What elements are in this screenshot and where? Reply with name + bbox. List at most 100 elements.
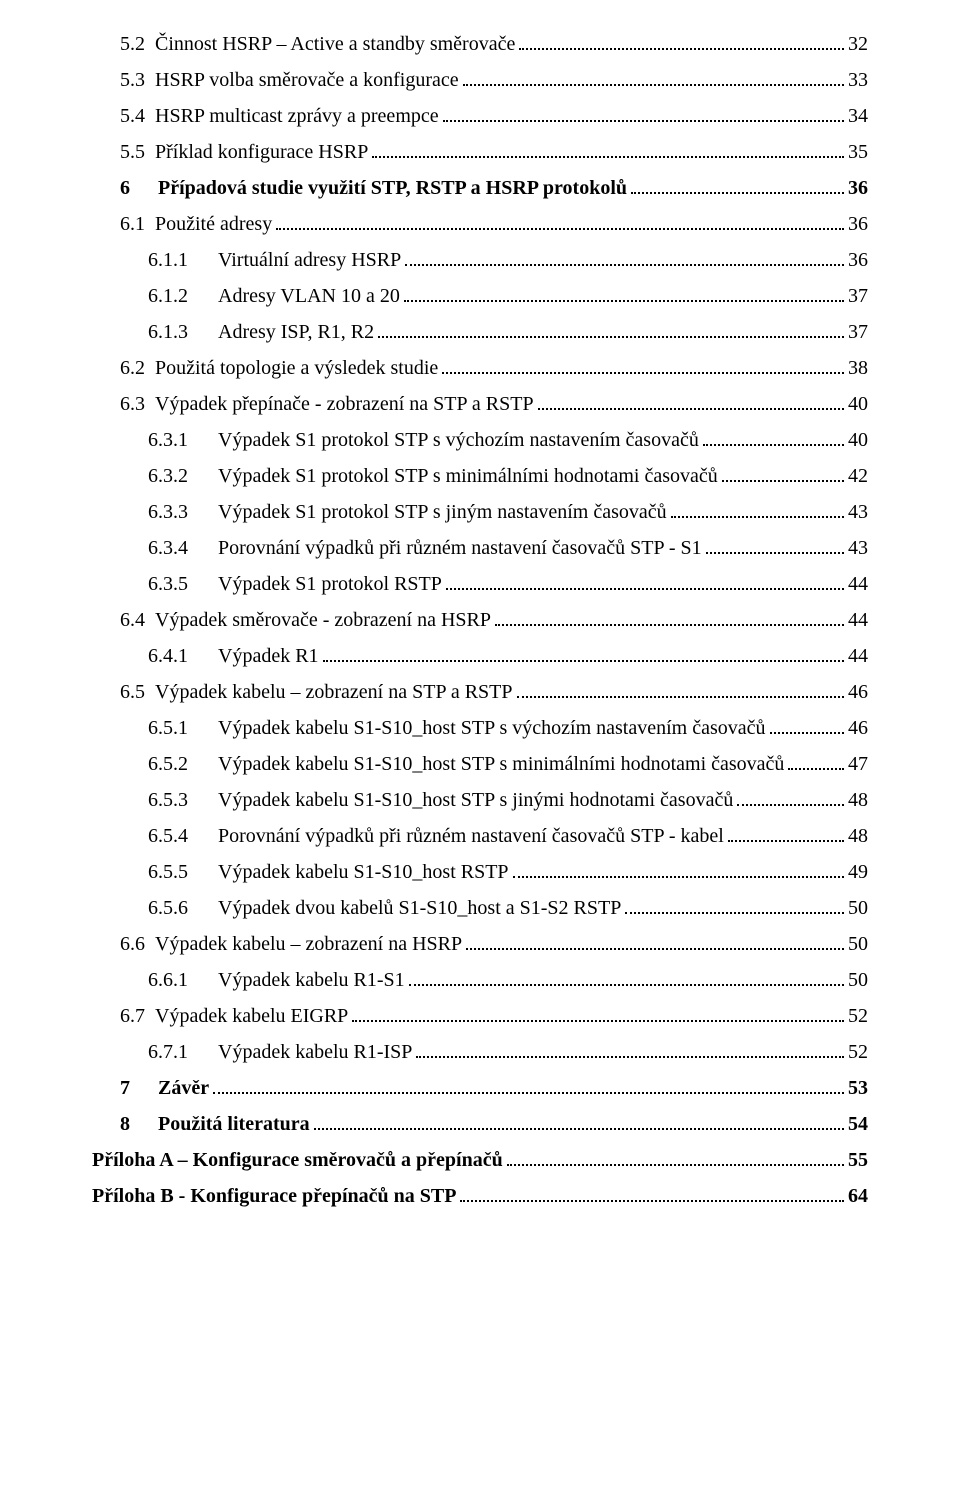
- toc-entry-leader-dots: [728, 824, 844, 842]
- toc-entry-page: 52: [848, 1005, 868, 1028]
- toc-entry-number: 6.7: [120, 1005, 145, 1028]
- toc-entry-title: Výpadek S1 protokol RSTP: [218, 573, 442, 596]
- toc-entry-leader-dots: [722, 464, 844, 482]
- toc-entry-page: 55: [848, 1149, 868, 1172]
- toc-entry: 6.5.4Porovnání výpadků při různém nastav…: [148, 824, 868, 848]
- toc-entry-title: HSRP volba směrovače a konfigurace: [155, 69, 459, 92]
- toc-entry-page: 35: [848, 141, 868, 164]
- toc-entry-leader-dots: [276, 212, 844, 230]
- toc-entry-number: 6.5.5: [148, 861, 188, 884]
- toc-entry-leader-dots: [404, 284, 844, 302]
- toc-entry-number: 6.7.1: [148, 1041, 188, 1064]
- toc-entry-page: 37: [848, 321, 868, 344]
- toc-entry-title: Příklad konfigurace HSRP: [155, 141, 368, 164]
- toc-entry-number: 6.1.2: [148, 285, 188, 308]
- toc-entry-title: Výpadek kabelu R1-ISP: [218, 1041, 412, 1064]
- toc-entry: 6.5.6Výpadek dvou kabelů S1-S10_host a S…: [148, 896, 868, 920]
- toc-entry-title: Porovnání výpadků při různém nastavení č…: [218, 825, 724, 848]
- toc-entry-page: 47: [848, 753, 868, 776]
- table-of-contents: 5.2Činnost HSRP – Active a standby směro…: [92, 32, 868, 1208]
- toc-entry: 6.5.2Výpadek kabelu S1-S10_host STP s mi…: [148, 752, 868, 776]
- toc-entry-number: 6.3: [120, 393, 145, 416]
- toc-entry: 5.2Činnost HSRP – Active a standby směro…: [120, 32, 868, 56]
- toc-entry-number: 6.3.2: [148, 465, 188, 488]
- toc-entry-title: Adresy VLAN 10 a 20: [218, 285, 400, 308]
- toc-entry: 6.6Výpadek kabelu – zobrazení na HSRP50: [120, 932, 868, 956]
- toc-entry-title: Výpadek dvou kabelů S1-S10_host a S1-S2 …: [218, 897, 621, 920]
- toc-entry-number: 6.3.3: [148, 501, 188, 524]
- toc-entry: 6.3 Výpadek přepínače - zobrazení na STP …: [120, 392, 868, 416]
- toc-entry: 6.1.1 Virtuální adresy HSRP 36: [148, 248, 868, 272]
- toc-entry-number: 6.5: [120, 681, 145, 704]
- toc-entry: 6.6.1Výpadek kabelu R1-S150: [148, 968, 868, 992]
- toc-entry: 6.1.2 Adresy VLAN 10 a 20 37: [148, 284, 868, 308]
- toc-entry-leader-dots: [443, 104, 844, 122]
- toc-entry-page: 50: [848, 969, 868, 992]
- toc-entry-leader-dots: [442, 356, 844, 374]
- toc-entry-number: 6.4: [120, 609, 145, 632]
- toc-entry-page: 54: [848, 1113, 868, 1136]
- toc-entry: 6.1Použité adresy36: [120, 212, 868, 236]
- toc-entry: 6.3.1Výpadek S1 protokol STP s výchozím …: [148, 428, 868, 452]
- toc-entry-leader-dots: [466, 932, 844, 950]
- toc-entry-number: 6.3.1: [148, 429, 188, 452]
- toc-entry-page: 52: [848, 1041, 868, 1064]
- toc-entry-page: 46: [848, 681, 868, 704]
- toc-entry: 5.4HSRP multicast zprávy a preempce34: [120, 104, 868, 128]
- toc-entry-leader-dots: [770, 716, 845, 734]
- toc-entry-page: 43: [848, 537, 868, 560]
- toc-entry-page: 32: [848, 33, 868, 56]
- toc-entry-leader-dots: [446, 572, 844, 590]
- toc-entry-page: 44: [848, 645, 868, 668]
- toc-entry-leader-dots: [671, 500, 844, 518]
- toc-entry-page: 33: [848, 69, 868, 92]
- toc-entry-title: Použitá literatura: [158, 1113, 310, 1136]
- toc-entry-title: Činnost HSRP – Active a standby směrovač…: [155, 33, 515, 56]
- toc-entry-leader-dots: [631, 176, 844, 194]
- toc-entry: 6.5.5Výpadek kabelu S1-S10_host RSTP49: [148, 860, 868, 884]
- toc-entry: 6.3.4Porovnání výpadků při různém nastav…: [148, 536, 868, 560]
- toc-entry-leader-dots: [625, 896, 844, 914]
- toc-entry-title: Výpadek přepínače - zobrazení na STP a R…: [155, 393, 534, 416]
- toc-entry-title: Výpadek kabelu S1-S10_host STP s minimál…: [218, 753, 784, 776]
- toc-entry-page: 36: [848, 249, 868, 272]
- toc-entry: 6.3.3Výpadek S1 protokol STP s jiným nas…: [148, 500, 868, 524]
- toc-entry: 6.3.2 Výpadek S1 protokol STP s minimální…: [148, 464, 868, 488]
- toc-entry-page: 48: [848, 825, 868, 848]
- toc-entry-number: 6.1.1: [148, 249, 188, 272]
- toc-entry: 6Případová studie využití STP, RSTP a HS…: [120, 176, 868, 200]
- toc-entry-number: 6.5.3: [148, 789, 188, 812]
- toc-entry-leader-dots: [416, 1040, 844, 1058]
- toc-entry-page: 37: [848, 285, 868, 308]
- toc-entry-title: Výpadek kabelu S1-S10_host STP s jinými …: [218, 789, 733, 812]
- toc-entry-leader-dots: [378, 320, 844, 338]
- toc-entry: 8Použitá literatura54: [120, 1112, 868, 1136]
- toc-entry-leader-dots: [517, 680, 844, 698]
- toc-entry: 6.4Výpadek směrovače - zobrazení na HSRP…: [120, 608, 868, 632]
- toc-entry-number: 6: [120, 177, 130, 200]
- toc-entry-leader-dots: [323, 644, 844, 662]
- toc-entry-page: 64: [848, 1185, 868, 1208]
- toc-entry: 6.5 Výpadek kabelu – zobrazení na STP a R…: [120, 680, 868, 704]
- toc-entry-page: 36: [848, 213, 868, 236]
- toc-entry-title: Výpadek S1 protokol STP s minimálními ho…: [218, 465, 718, 488]
- toc-entry-leader-dots: [788, 752, 844, 770]
- toc-entry-leader-dots: [460, 1184, 844, 1202]
- toc-entry-page: 50: [848, 933, 868, 956]
- toc-entry-number: 5.5: [120, 141, 145, 164]
- toc-entry-page: 49: [848, 861, 868, 884]
- toc-entry-title: Výpadek kabelu – zobrazení na STP a RSTP: [155, 681, 513, 704]
- toc-entry: 7Závěr53: [120, 1076, 868, 1100]
- toc-entry: 6.3.5Výpadek S1 protokol RSTP44: [148, 572, 868, 596]
- toc-entry-number: 6.1.3: [148, 321, 188, 344]
- toc-entry-title: Příloha A – Konfigurace směrovačů a přep…: [92, 1149, 503, 1172]
- toc-entry-leader-dots: [495, 608, 844, 626]
- toc-entry-title: Závěr: [158, 1077, 209, 1100]
- toc-entry-page: 44: [848, 573, 868, 596]
- toc-entry-page: 46: [848, 717, 868, 740]
- toc-entry-leader-dots: [352, 1004, 844, 1022]
- toc-entry-title: Virtuální adresy HSRP: [218, 249, 401, 272]
- toc-entry-title: Porovnání výpadků při různém nastavení č…: [218, 537, 702, 560]
- toc-entry: Příloha A – Konfigurace směrovačů a přep…: [92, 1148, 868, 1172]
- toc-entry-title: Výpadek kabelu S1-S10_host STP s výchozí…: [218, 717, 766, 740]
